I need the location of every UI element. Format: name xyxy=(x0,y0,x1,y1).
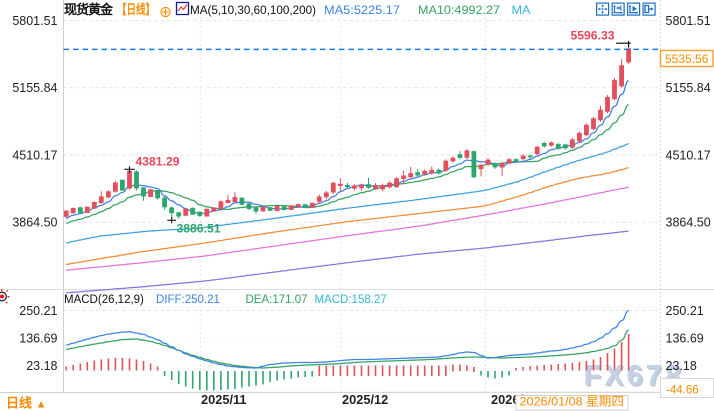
svg-text:136.69: 136.69 xyxy=(666,331,704,345)
svg-text:2026/01/08 星期四: 2026/01/08 星期四 xyxy=(520,395,625,409)
svg-text:5801.51: 5801.51 xyxy=(12,14,57,28)
svg-text:5155.84: 5155.84 xyxy=(12,81,57,95)
svg-text:2025/12: 2025/12 xyxy=(342,392,388,407)
svg-text:MA(5,10,30,60,100,200): MA(5,10,30,60,100,200) xyxy=(190,3,316,17)
svg-text:4381.29: 4381.29 xyxy=(136,155,180,169)
svg-text:-44.66: -44.66 xyxy=(666,385,699,397)
svg-text:3864.50: 3864.50 xyxy=(12,216,57,230)
svg-text:MA5:5225.17: MA5:5225.17 xyxy=(324,3,400,17)
svg-text:23.18: 23.18 xyxy=(26,359,57,373)
svg-text:250.21: 250.21 xyxy=(19,304,57,318)
svg-text:【日线】: 【日线】 xyxy=(117,2,155,17)
svg-text:MACD(26,12,9): MACD(26,12,9) xyxy=(64,294,144,306)
svg-text:DIFF:250.21: DIFF:250.21 xyxy=(156,294,220,306)
svg-text:250.21: 250.21 xyxy=(666,304,704,318)
svg-text:MA: MA xyxy=(512,3,531,17)
svg-text:5155.84: 5155.84 xyxy=(666,81,711,95)
svg-text:4510.17: 4510.17 xyxy=(666,148,711,162)
svg-text:MA10:4992.27: MA10:4992.27 xyxy=(418,3,500,17)
svg-text:5535.56: 5535.56 xyxy=(665,52,709,66)
svg-text:5801.51: 5801.51 xyxy=(666,14,711,28)
svg-text:23.18: 23.18 xyxy=(666,359,697,373)
svg-text:现货黄金: 现货黄金 xyxy=(64,2,114,17)
svg-text:MACD:158.27: MACD:158.27 xyxy=(315,294,387,306)
svg-text:DEA:171.07: DEA:171.07 xyxy=(246,294,308,306)
svg-text:4510.17: 4510.17 xyxy=(12,148,57,162)
svg-text:2025/11: 2025/11 xyxy=(201,392,247,407)
svg-text:5596.33: 5596.33 xyxy=(571,29,615,43)
svg-text:3886.51: 3886.51 xyxy=(177,222,221,236)
svg-text:3864.50: 3864.50 xyxy=(666,216,711,230)
svg-text:136.69: 136.69 xyxy=(19,331,57,345)
svg-text:日线 ▲: 日线 ▲ xyxy=(6,396,47,411)
